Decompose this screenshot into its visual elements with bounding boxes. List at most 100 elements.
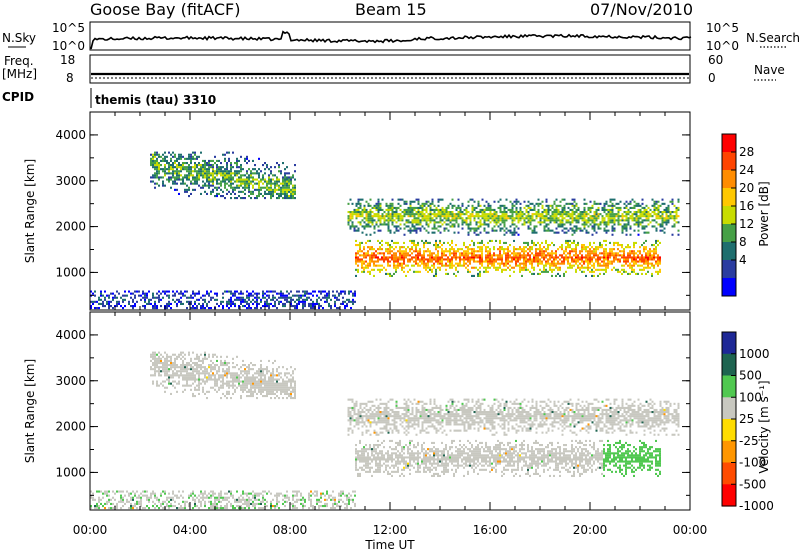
data-cell — [377, 202, 380, 205]
data-cell — [172, 376, 174, 379]
data-cell — [156, 505, 158, 508]
data-cell — [290, 300, 292, 303]
data-cell — [645, 254, 647, 257]
data-cell — [623, 260, 625, 263]
data-cell — [106, 300, 108, 303]
data-cell — [290, 180, 292, 183]
data-cell — [240, 298, 242, 301]
data-cell — [342, 296, 344, 299]
data-cell — [369, 254, 371, 257]
data-cell — [218, 168, 220, 171]
data-cell — [268, 305, 270, 308]
data-cell — [643, 262, 645, 265]
data-cell — [228, 300, 230, 303]
data-cell — [236, 166, 238, 169]
data-cell — [156, 157, 158, 160]
data-cell — [228, 151, 230, 154]
data-cell — [230, 178, 232, 181]
data-cell — [411, 241, 413, 244]
data-cell — [206, 164, 208, 167]
data-cell — [354, 494, 356, 497]
data-cell — [272, 188, 274, 191]
data-cell — [545, 241, 547, 244]
data-cell — [529, 223, 532, 226]
data-cell — [411, 213, 414, 216]
data-cell — [383, 219, 386, 222]
data-cell — [342, 290, 344, 293]
data-cell — [453, 272, 455, 275]
data-cell — [513, 223, 516, 226]
data-cell — [262, 294, 264, 297]
data-cell — [465, 262, 467, 265]
data-cell — [451, 213, 454, 216]
data-cell — [377, 215, 380, 218]
data-cell — [200, 496, 202, 499]
data-cell — [246, 170, 248, 173]
data-cell — [525, 268, 527, 271]
data-cell — [565, 202, 568, 205]
data-cell — [575, 215, 578, 218]
data-cell — [419, 206, 422, 209]
data-cell — [340, 302, 342, 305]
data-cell — [158, 384, 160, 387]
data-cell — [282, 294, 284, 297]
data-cell — [196, 505, 198, 508]
data-cell — [330, 307, 332, 310]
data-cell — [537, 258, 539, 261]
data-cell — [549, 262, 551, 265]
data-cell — [294, 170, 296, 173]
data-cell — [587, 258, 589, 261]
data-cell — [132, 490, 134, 493]
data-cell — [411, 264, 413, 267]
data-cell — [379, 206, 382, 209]
data-cell — [535, 256, 537, 259]
data-cell — [180, 351, 182, 354]
data-cell — [525, 246, 527, 249]
data-cell — [210, 500, 212, 503]
data-cell — [601, 217, 604, 220]
data-cell — [621, 225, 624, 228]
data-cell — [427, 225, 430, 228]
data-cell — [623, 206, 626, 209]
data-cell — [222, 507, 224, 510]
data-cell — [597, 268, 599, 271]
data-cell — [493, 260, 495, 263]
data-cell — [158, 300, 160, 303]
data-cell — [373, 260, 375, 263]
data-cell — [651, 264, 653, 267]
data-cell — [150, 368, 152, 371]
data-cell — [421, 206, 424, 209]
data-cell — [569, 262, 571, 265]
data-cell — [156, 166, 158, 169]
data-cell — [178, 155, 180, 158]
data-cell — [587, 264, 589, 267]
data-cell — [172, 384, 174, 387]
data-cell — [290, 190, 292, 193]
data-cell — [344, 300, 346, 303]
data-cell — [156, 498, 158, 501]
data-cell — [365, 252, 367, 255]
data-cell — [421, 211, 424, 214]
data-cell — [198, 184, 200, 187]
data-cell — [246, 296, 248, 299]
data-cell — [589, 219, 592, 222]
data-cell — [218, 192, 220, 195]
data-cell — [150, 159, 152, 162]
data-cell — [389, 202, 392, 205]
data-cell — [351, 223, 354, 226]
data-cell — [493, 266, 495, 269]
data-cell — [501, 256, 503, 259]
data-cell — [234, 292, 236, 295]
data-cell — [585, 215, 588, 218]
data-cell — [611, 211, 614, 214]
data-cell — [551, 268, 553, 271]
data-cell — [417, 211, 420, 214]
data-cell — [641, 268, 643, 271]
data-cell — [248, 502, 250, 505]
data-cell — [150, 302, 152, 305]
data-cell — [457, 217, 460, 220]
data-cell — [371, 246, 373, 249]
data-cell — [192, 492, 194, 495]
data-cell — [222, 174, 224, 177]
data-cell — [623, 256, 625, 259]
